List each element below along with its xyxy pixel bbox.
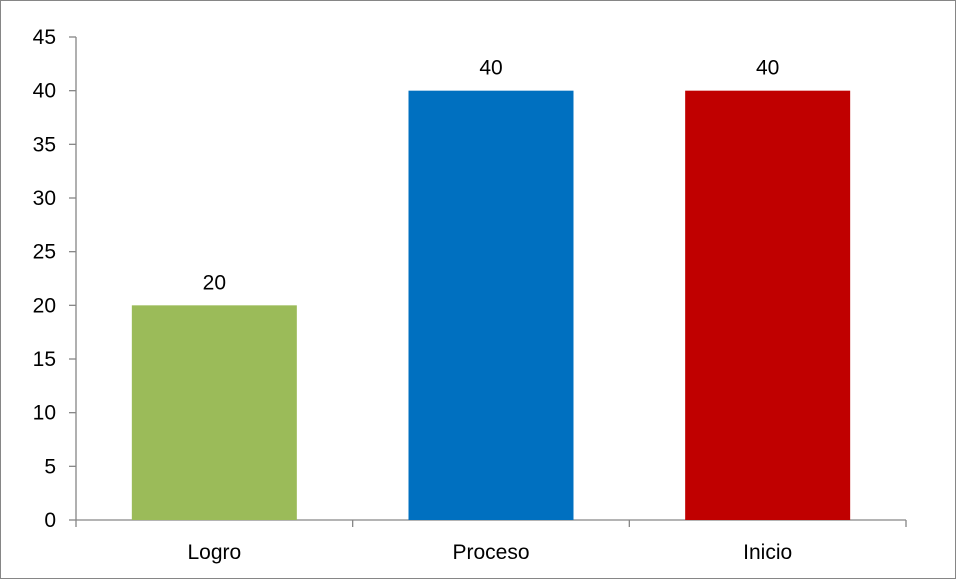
y-tick-label: 15 bbox=[33, 348, 56, 371]
data-label: 40 bbox=[479, 57, 502, 80]
bar-logro bbox=[131, 305, 297, 520]
bar-inicio bbox=[685, 90, 851, 521]
bar-proceso bbox=[408, 90, 574, 521]
x-axis: Logro Proceso Inicio bbox=[75, 519, 907, 564]
y-tick-label: 45 bbox=[33, 26, 56, 49]
y-tick-label: 40 bbox=[33, 80, 56, 103]
data-label: 40 bbox=[756, 57, 779, 80]
x-category-label: Inicio bbox=[743, 541, 792, 564]
data-label: 20 bbox=[203, 271, 226, 294]
x-category-label: Logro bbox=[187, 541, 241, 564]
y-tick-label: 20 bbox=[33, 294, 56, 317]
y-tick-label: 0 bbox=[44, 509, 56, 532]
y-tick-label: 5 bbox=[44, 455, 56, 478]
data-labels: 20 40 40 bbox=[203, 57, 780, 295]
y-axis: 0 5 10 15 20 25 30 35 40 45 bbox=[33, 26, 77, 532]
x-category-label: Proceso bbox=[452, 541, 529, 564]
y-tick-label: 10 bbox=[33, 402, 56, 425]
y-tick-label: 25 bbox=[33, 241, 56, 264]
y-tick-label: 35 bbox=[33, 133, 56, 156]
y-tick-label: 30 bbox=[33, 187, 56, 210]
bars bbox=[131, 90, 851, 521]
